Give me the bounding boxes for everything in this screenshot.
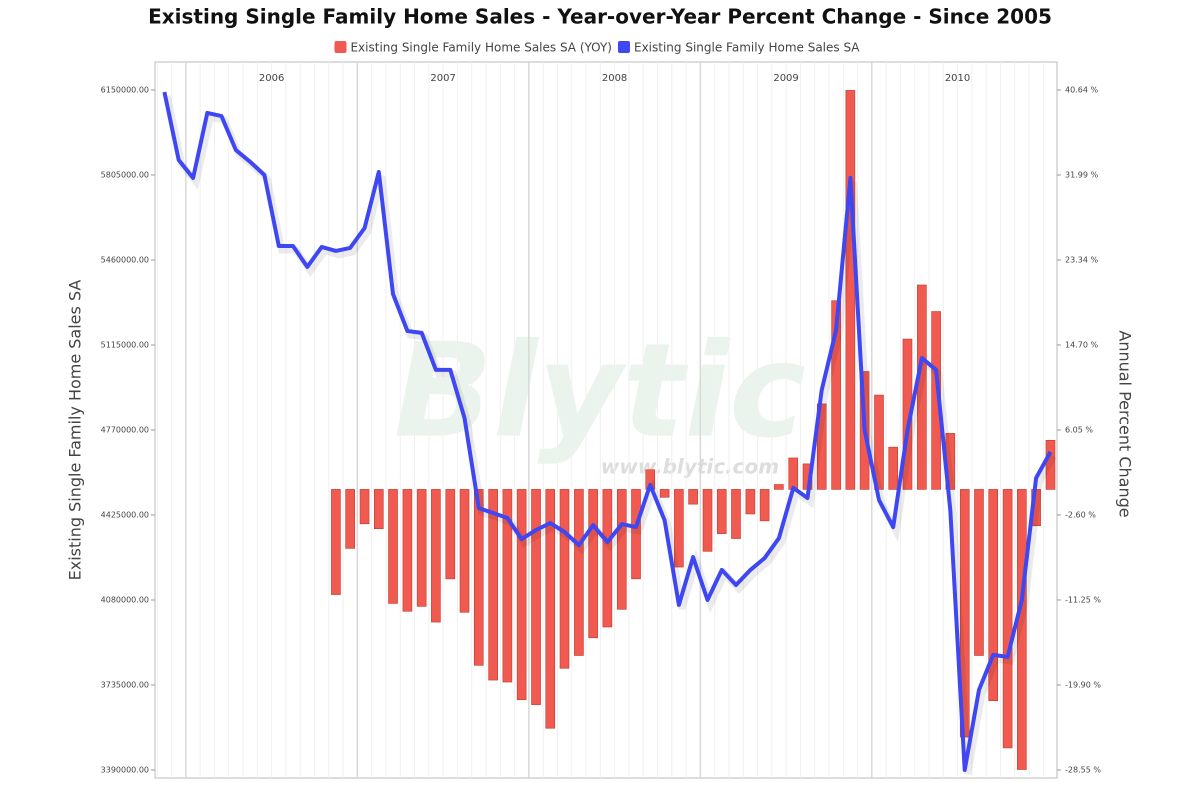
bar bbox=[874, 394, 884, 490]
bar bbox=[1002, 489, 1013, 749]
y2-tick-label: 31.99 % bbox=[1065, 171, 1098, 180]
x-tick-label: 2010 bbox=[945, 73, 970, 84]
bar bbox=[373, 489, 384, 530]
watermark-url: www.blytic.com bbox=[601, 455, 779, 479]
bar bbox=[359, 489, 370, 525]
legend: Existing Single Family Home Sales SA (YO… bbox=[334, 41, 860, 55]
y2-tick-label: 6.05 % bbox=[1065, 425, 1093, 434]
bar bbox=[388, 489, 398, 604]
bar bbox=[659, 489, 670, 498]
bar bbox=[688, 489, 698, 505]
bar bbox=[759, 489, 770, 522]
y2-tick-label: -28.55 % bbox=[1065, 766, 1101, 775]
legend-swatch bbox=[617, 41, 630, 53]
x-tick-label: 2008 bbox=[602, 73, 627, 84]
chart-title: Existing Single Family Home Sales - Year… bbox=[148, 5, 1052, 29]
line bbox=[162, 91, 1053, 772]
y2-tick-label: 14.70 % bbox=[1065, 340, 1098, 349]
x-tick-label: 2006 bbox=[259, 73, 284, 84]
y-tick-label: 5115000.00 bbox=[101, 341, 149, 350]
bar bbox=[602, 489, 613, 628]
y2-tick-label: -2.60 % bbox=[1065, 510, 1096, 519]
bar bbox=[331, 489, 341, 595]
bar bbox=[631, 489, 641, 580]
y-tick-label: 3735000.00 bbox=[101, 681, 149, 690]
bar bbox=[774, 484, 784, 490]
bar bbox=[488, 489, 498, 681]
bar bbox=[588, 489, 598, 639]
bar bbox=[988, 489, 999, 702]
bar bbox=[831, 300, 841, 490]
bar bbox=[431, 489, 441, 623]
y-tick-label: 4425000.00 bbox=[101, 511, 149, 520]
y-tick-label: 4770000.00 bbox=[101, 426, 149, 435]
y2-tick-label: -19.90 % bbox=[1065, 680, 1101, 689]
y-tick-label: 5460000.00 bbox=[101, 256, 149, 265]
bar bbox=[459, 489, 470, 613]
bar bbox=[788, 457, 799, 490]
bar bbox=[445, 489, 456, 580]
bar bbox=[702, 489, 713, 552]
y-tick-label: 6150000.00 bbox=[101, 86, 149, 95]
legend-label: Existing Single Family Home Sales SA (YO… bbox=[350, 41, 612, 55]
bar bbox=[559, 489, 570, 669]
bar bbox=[345, 489, 355, 549]
bar bbox=[531, 489, 541, 705]
bar bbox=[745, 489, 756, 515]
bar bbox=[1017, 489, 1027, 770]
x-tick-label: 2009 bbox=[773, 73, 798, 84]
x-tick-label: 2007 bbox=[430, 73, 455, 84]
bar bbox=[416, 489, 427, 607]
bar bbox=[402, 489, 413, 612]
bar bbox=[516, 489, 527, 701]
bar bbox=[1045, 439, 1056, 490]
bar bbox=[545, 489, 556, 729]
bar bbox=[616, 489, 627, 610]
bar bbox=[731, 489, 741, 539]
bar bbox=[473, 489, 484, 666]
y2-tick-label: -11.25 % bbox=[1065, 595, 1101, 604]
bar bbox=[888, 446, 899, 490]
y2-tick-label: 40.64 % bbox=[1065, 86, 1098, 95]
bar bbox=[716, 489, 727, 534]
legend-swatch bbox=[334, 41, 347, 53]
y-tick-label: 5805000.00 bbox=[101, 171, 149, 180]
bar bbox=[502, 489, 513, 683]
bar bbox=[674, 489, 684, 568]
bar bbox=[974, 489, 984, 656]
y2-tick-label: 23.34 % bbox=[1065, 256, 1098, 265]
y-tick-label: 3390000.00 bbox=[101, 766, 149, 775]
y2-axis-label: Annual Percent Change bbox=[1116, 330, 1135, 517]
bar bbox=[845, 90, 856, 490]
y-axis-label: Existing Single Family Home Sales SA bbox=[66, 280, 85, 581]
bar bbox=[574, 489, 584, 656]
line-shadow bbox=[163, 95, 1057, 775]
legend-label: Existing Single Family Home Sales SA bbox=[634, 41, 860, 55]
y-tick-label: 4080000.00 bbox=[101, 596, 149, 605]
